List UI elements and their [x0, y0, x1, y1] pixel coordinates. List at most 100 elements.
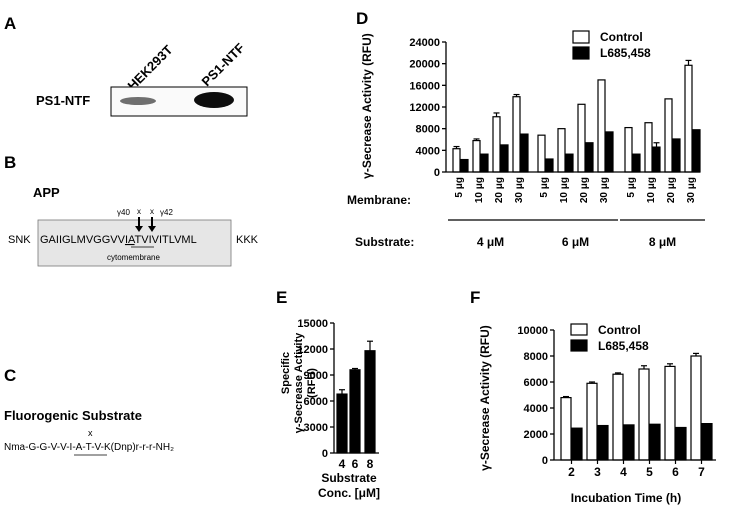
membrane-label: cytomembrane: [107, 253, 160, 262]
d-substrate-groups: 4 μM 6 μM 8 μM: [448, 219, 705, 249]
f-bar-l685: [571, 427, 583, 461]
f-y-tick-label: 10000: [517, 325, 548, 337]
f-yaxis: 0 2000 4000 6000 8000 10000: [517, 325, 555, 467]
substrate-cleavage-mark: x: [88, 428, 93, 438]
gamma42-label: γ42: [160, 208, 173, 217]
d-y-tick-label: 24000: [409, 37, 440, 49]
app-right-residues: KKK: [236, 234, 259, 246]
panel-letter-b: B: [4, 153, 16, 172]
lane-label-hek293t: HEK293T: [125, 42, 176, 93]
f-legend-swatch-l685: [570, 339, 588, 352]
d-bar-l685: [605, 131, 614, 173]
d-bar-control: [512, 96, 521, 173]
panel-c: C Fluorogenic Substrate x Nma-G-G-V-V-I-…: [4, 366, 174, 456]
d-legend-swatch-control: [572, 30, 590, 44]
d-legend-swatch-l685: [572, 46, 590, 60]
panel-e: E Specific γ-Secrease Activity (RFU) 0 30…: [276, 288, 380, 500]
f-x-tick-label: 4: [620, 465, 627, 479]
panel-b: B APP SNK GAIIGLMVGGVVIATVIVITLVML KKK γ…: [4, 153, 259, 267]
d-membrane-row-label: Membrane:: [347, 193, 411, 207]
membrane-box: [37, 219, 232, 267]
app-seq-underlined: IA: [125, 234, 136, 246]
d-legend-control: Control: [600, 30, 643, 44]
e-y-tick-label: 15000: [297, 318, 328, 330]
d-substrate-row-label: Substrate:: [355, 235, 414, 249]
panel-letter-e: E: [276, 288, 287, 307]
f-xaxis: 2 3 4 5 6 7: [568, 460, 705, 479]
f-bar-control: [612, 373, 624, 461]
f-y-tick-label: 6000: [524, 377, 548, 389]
d-bar-l685: [520, 133, 529, 173]
e-y-tick-label: 6000: [304, 396, 328, 408]
e-bar: [349, 369, 361, 454]
d-bar-l685: [545, 158, 554, 173]
f-x-tick-label: 3: [594, 465, 601, 479]
e-xlabel-line1: Substrate: [321, 471, 377, 485]
e-ylabel-line2: γ-Secrease Activity: [293, 332, 305, 433]
e-yaxis: 0 3000 6000 9000 12000 15000: [297, 318, 335, 460]
f-ylabel: γ-Secrease Activity (RFU): [478, 325, 492, 471]
f-y-tick-label: 8000: [524, 351, 548, 363]
f-bar-l685: [701, 423, 713, 461]
d-bar-l685: [565, 153, 574, 173]
d-bar-control: [577, 103, 586, 173]
d-membrane-label: 20 μg: [494, 177, 505, 203]
f-xlabel: Incubation Time (h): [571, 491, 681, 505]
f-bars: [554, 352, 716, 461]
f-x-tick-label: 6: [672, 465, 679, 479]
d-bar-l685: [692, 129, 701, 173]
d-membrane-label: 5 μg: [454, 177, 465, 198]
d-membrane-label: 5 μg: [539, 177, 550, 198]
d-bar-l685: [460, 158, 469, 173]
e-ylabel-line3: (RFU): [306, 368, 318, 398]
f-y-tick-label: 4000: [524, 403, 548, 415]
f-x-tick-label: 2: [568, 465, 575, 479]
f-bar-l685: [623, 424, 635, 461]
d-bar-l685: [632, 153, 641, 173]
f-bar-l685: [675, 426, 687, 461]
cleavage-mark-2: x: [150, 207, 154, 216]
d-y-tick-label: 4000: [416, 145, 440, 157]
d-ylabel: γ-Secrease Activity (RFU): [360, 33, 374, 179]
f-bar-control: [664, 365, 676, 461]
panel-letter-f: F: [470, 288, 480, 307]
substrate-sequence: Nma-G-G-V-V-I-A-T-V-K(Dnp)r-r-r-NH₂: [4, 442, 174, 453]
e-y-tick-label: 3000: [304, 422, 328, 434]
e-bar: [336, 393, 348, 454]
d-bar-control: [557, 128, 566, 173]
e-x-tick-label: 4: [339, 457, 346, 471]
e-ylabel-line1: Specific: [280, 352, 292, 394]
f-legend-control: Control: [598, 323, 641, 337]
d-y-tick-label: 20000: [409, 59, 440, 71]
f-bar-control: [690, 355, 702, 461]
e-y-tick-label: 0: [322, 448, 328, 460]
f-bar-control: [560, 397, 572, 461]
d-membrane-label: 30 μg: [686, 177, 697, 203]
d-yaxis: 0 4000 8000 12000 16000 20000 24000: [409, 37, 447, 179]
app-title: APP: [33, 185, 60, 200]
f-y-tick-label: 2000: [524, 429, 548, 441]
gamma40-label: γ40: [117, 208, 130, 217]
d-bar-control: [664, 98, 673, 173]
d-legend-l685: L685,458: [600, 46, 651, 60]
d-y-tick-label: 12000: [409, 102, 440, 114]
cleavage-mark-1: x: [137, 207, 141, 216]
d-bar-l685: [585, 142, 594, 173]
f-x-tick-label: 5: [646, 465, 653, 479]
d-bar-control: [684, 64, 693, 173]
d-y-tick-label: 0: [434, 167, 440, 179]
f-bar-l685: [597, 424, 609, 461]
d-y-tick-label: 8000: [416, 124, 440, 136]
f-y-tick-label: 0: [542, 455, 548, 467]
band-ps1ntf: [194, 92, 234, 108]
app-seq-pre: GAIIGLMVGGVV: [40, 234, 126, 246]
d-membrane-labels: 5 μg 10 μg 20 μg 30 μg 5 μg 10 μg 20 μg 30 μg 5 …: [454, 177, 697, 203]
d-substrate-label: 6 μM: [562, 235, 589, 249]
d-bar-control: [537, 134, 546, 173]
d-membrane-label: 20 μg: [666, 177, 677, 203]
substrate-title: Fluorogenic Substrate: [4, 408, 142, 423]
f-x-tick-label: 7: [698, 465, 705, 479]
d-membrane-label: 5 μg: [626, 177, 637, 198]
e-xlabel-line2: Conc. [μM]: [318, 486, 380, 500]
